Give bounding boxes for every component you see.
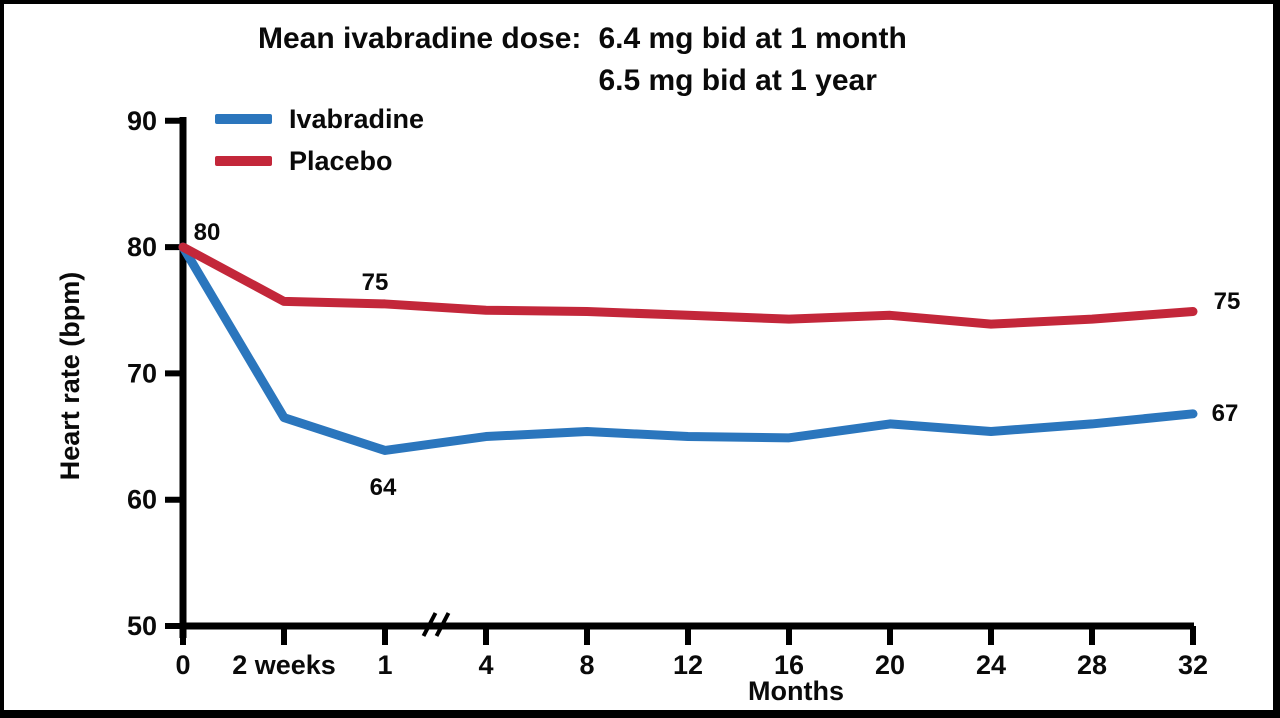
legend-label-ivabradine: Ivabradine <box>289 103 425 134</box>
y-tick-label: 80 <box>127 232 157 262</box>
annotation-label: 75 <box>1214 288 1241 315</box>
annotation-label: 64 <box>370 474 397 501</box>
chart-title-dose-1-year: 6.5 mg bid at 1 year <box>598 64 877 97</box>
legend-item-ivabradine: Ivabradine <box>215 102 424 136</box>
plot-area: 90 80 70 60 50 0 2 weeks 1 4 8 12 16 20 24 28 32 80 75 64 7… <box>127 106 1241 680</box>
x-tick-label: 20 <box>875 650 905 680</box>
x-tick-label: 1 <box>377 650 392 680</box>
x-tick-label: 2 weeks <box>232 650 336 680</box>
x-tick-label: 0 <box>175 650 190 680</box>
x-tick-label: 32 <box>1178 650 1208 680</box>
ivabradine-line-swatch-icon <box>215 114 272 124</box>
annotation-label: 80 <box>194 219 221 246</box>
annotation-label: 67 <box>1212 400 1239 427</box>
x-tick-label: 28 <box>1077 650 1107 680</box>
x-tick-label: 16 <box>774 650 804 680</box>
x-tick-label: 8 <box>579 650 594 680</box>
y-tick-label: 60 <box>127 485 157 515</box>
y-tick-label: 90 <box>127 106 157 136</box>
x-tick-label: 12 <box>673 650 703 680</box>
legend: Ivabradine Placebo <box>215 102 424 178</box>
chart-title: Mean ivabradine dose: 6.4 mg bid at 1 mo… <box>258 18 907 102</box>
annotation-label: 75 <box>362 269 389 296</box>
y-tick-label: 70 <box>127 358 157 388</box>
x-axis-title: Months <box>748 676 844 706</box>
y-tick-label: 50 <box>127 611 157 641</box>
series-line-placebo <box>178 242 1198 329</box>
series-line-ivabradine <box>178 242 1198 455</box>
placebo-line-swatch-icon <box>215 156 272 166</box>
axis-break-icon <box>421 612 438 637</box>
axis-break-icon <box>434 612 451 637</box>
chart-title-dose-1-month: 6.4 mg bid at 1 month <box>598 22 907 55</box>
legend-label-placebo: Placebo <box>289 145 393 176</box>
chart-title-label: Mean ivabradine dose: <box>258 22 582 55</box>
x-tick-label: 24 <box>976 650 1006 680</box>
x-tick-label: 4 <box>478 650 493 680</box>
legend-item-placebo: Placebo <box>215 144 424 178</box>
